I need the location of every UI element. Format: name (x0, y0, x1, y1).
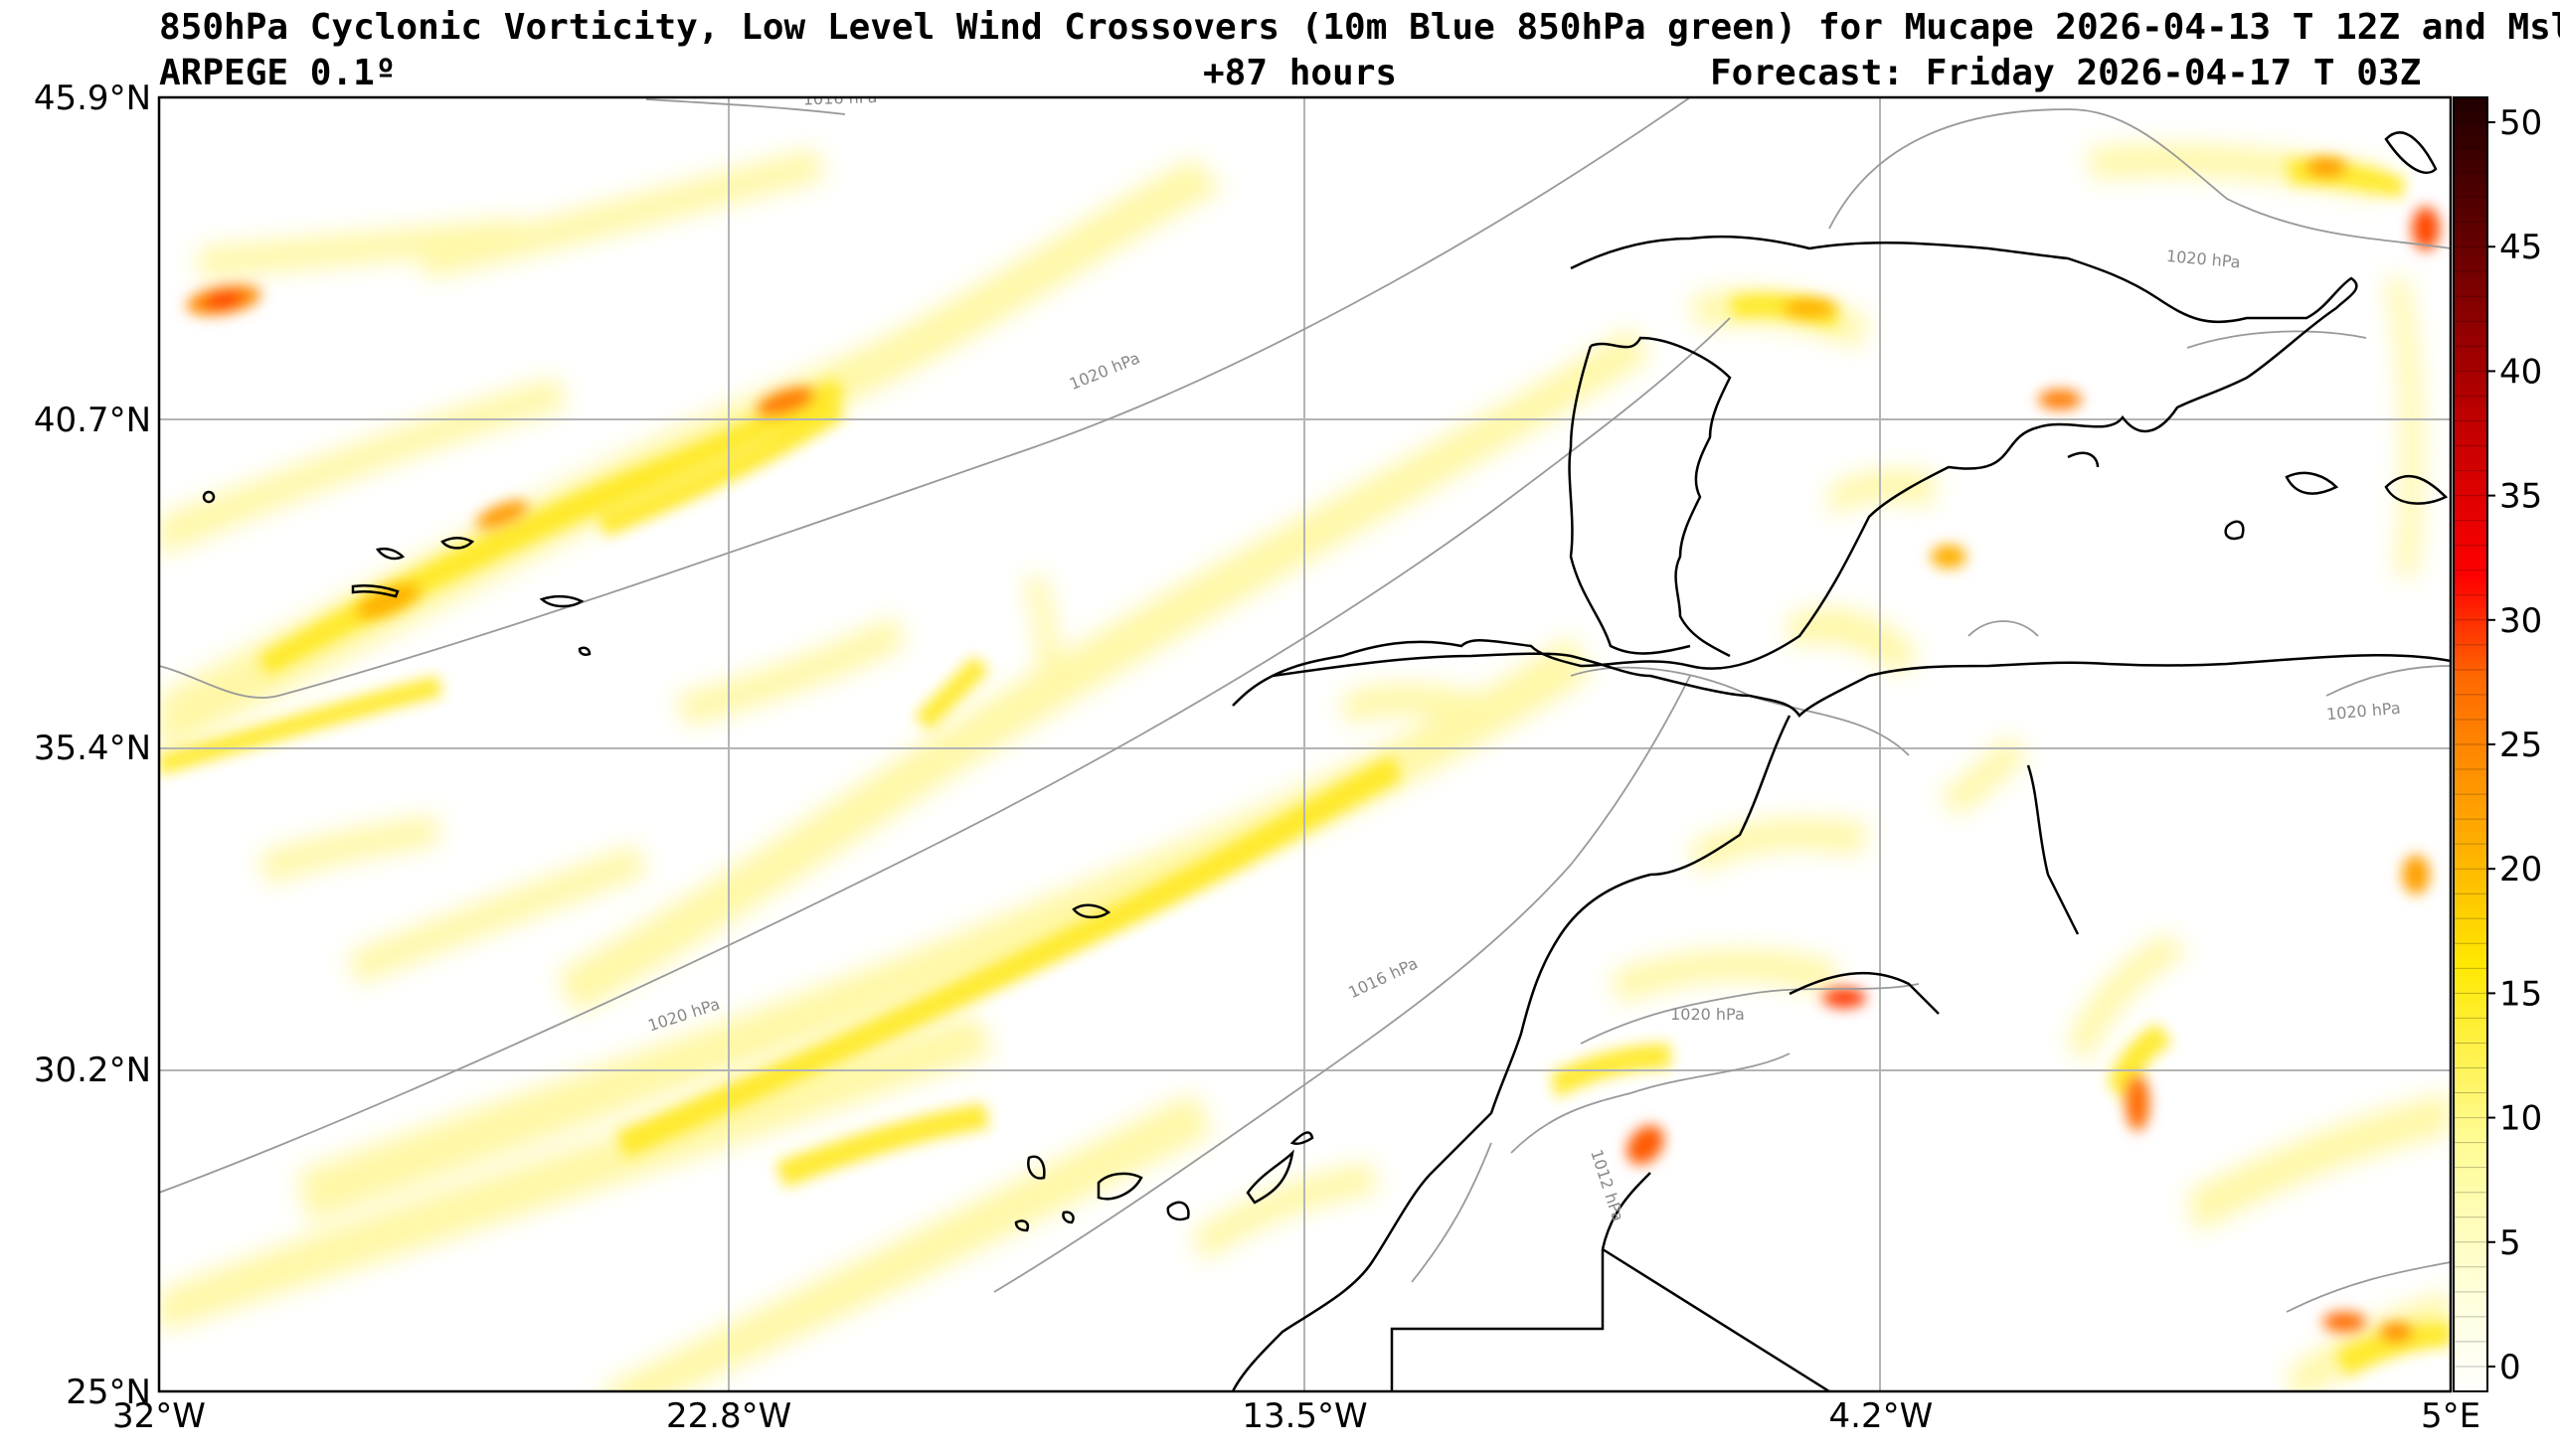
lon-tick-labels: 32°W 22.8°W 13.5°W 4.2°W 5°E (112, 1396, 2480, 1436)
colorbar-tick-label: 20 (2499, 850, 2542, 890)
vorticity-hotspots (186, 158, 2440, 1341)
colorbar-tick-label: 15 (2499, 974, 2542, 1014)
colorbar-tick-label: 10 (2499, 1099, 2542, 1139)
lon-tick-label: 32°W (112, 1396, 206, 1436)
lat-tick-label: 25°N (66, 1373, 151, 1412)
lon-tick-label: 22.8°W (666, 1396, 791, 1436)
colorbar-tick-labels: 0 5 10 15 20 25 30 35 40 45 50 (2487, 103, 2542, 1387)
colorbar-tick-label: 5 (2499, 1223, 2521, 1263)
lon-tick-label: 4.2°W (1829, 1396, 1934, 1436)
colorbar-tick-label: 30 (2499, 601, 2542, 641)
lat-tick-label: 35.4°N (34, 728, 151, 768)
colorbar-gradient (2453, 96, 2488, 1392)
model-label: ARPEGE 0.1º (159, 53, 397, 93)
lat-tick-label: 45.9°N (34, 79, 151, 118)
colorbar-tick-label: 50 (2499, 103, 2542, 143)
graticule (159, 97, 2451, 1391)
colorbar-tick-label: 45 (2499, 228, 2542, 267)
lead-time-label: +87 hours (1203, 53, 1398, 93)
colorbar-bands (2454, 121, 2487, 1368)
isobar-label: 1020 hPa (1670, 1005, 1745, 1024)
colorbar-tick-label: 25 (2499, 726, 2542, 765)
lat-tick-label: 40.7°N (34, 401, 151, 440)
colorbar: 0 5 10 15 20 25 30 35 40 45 50 (2453, 96, 2542, 1392)
lon-tick-label: 13.5°W (1242, 1396, 1367, 1436)
vorticity-field (159, 145, 2451, 1391)
lat-tick-label: 30.2°N (34, 1051, 151, 1090)
isobars (159, 97, 2451, 1313)
colorbar-tick-label: 40 (2499, 352, 2542, 392)
lat-tick-labels: 45.9°N 40.7°N 35.4°N 30.2°N 25°N (34, 79, 151, 1412)
isobar-label: 1016 hPa (802, 87, 877, 109)
map-title: 850hPa Cyclonic Vorticity, Low Level Win… (159, 7, 2560, 48)
coastlines (202, 131, 2451, 1391)
colorbar-tick-label: 35 (2499, 477, 2542, 517)
colorbar-tick-label: 0 (2499, 1348, 2521, 1387)
lon-tick-label: 5°E (2421, 1396, 2480, 1436)
valid-time-label: Forecast: Friday 2026-04-17 T 03Z (1710, 53, 2422, 93)
map-frame (157, 95, 2453, 1393)
